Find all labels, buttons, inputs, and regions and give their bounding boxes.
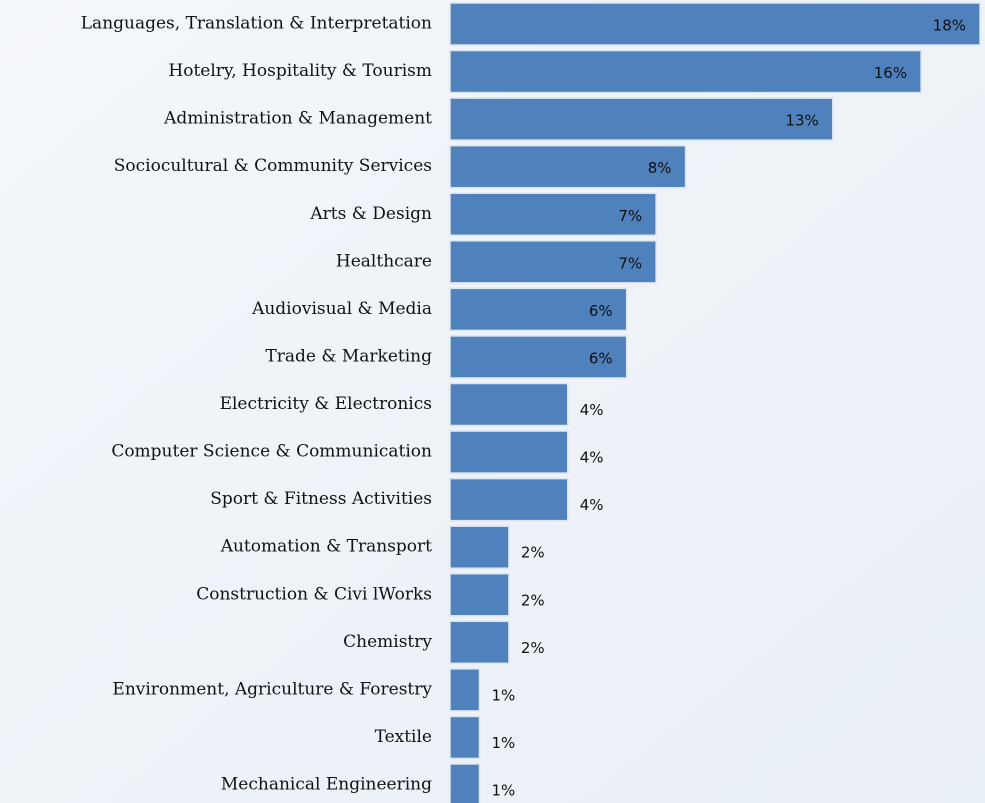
category-label: Chemistry — [343, 632, 432, 652]
category-label: Hotelry, Hospitality & Tourism — [168, 61, 432, 81]
bar — [449, 2, 981, 46]
category-label: Administration & Management — [163, 109, 432, 129]
bar — [449, 668, 481, 712]
bar — [449, 430, 569, 474]
bar — [449, 573, 510, 617]
bar — [449, 287, 628, 332]
bar — [449, 192, 657, 236]
category-label: Sociocultural & Community Services — [114, 156, 432, 176]
value-label: 2% — [521, 591, 545, 609]
value-label: 2% — [521, 544, 545, 562]
bar — [449, 97, 834, 141]
value-label: 8% — [648, 159, 672, 177]
value-label: 13% — [785, 112, 818, 130]
bar — [449, 715, 481, 760]
bar — [449, 620, 510, 665]
value-label: 4% — [580, 449, 604, 467]
bar — [449, 763, 481, 803]
category-label: Trade & Marketing — [265, 346, 432, 366]
value-label: 6% — [589, 349, 613, 367]
category-label: Languages, Translation & Interpretation — [81, 14, 432, 34]
value-label: 1% — [491, 734, 515, 752]
value-label: 1% — [491, 782, 515, 800]
bar — [449, 477, 569, 522]
value-label: 18% — [933, 17, 966, 35]
value-label: 7% — [618, 207, 642, 225]
value-label: 1% — [491, 686, 515, 704]
bar — [449, 144, 687, 189]
category-label: Automation & Transport — [220, 537, 432, 557]
category-label: Mechanical Engineering — [221, 775, 432, 795]
value-label: 2% — [521, 639, 545, 657]
bar — [449, 240, 657, 284]
category-label: Arts & Design — [309, 204, 432, 224]
category-label: Environment, Agriculture & Forestry — [112, 679, 432, 699]
category-label: Electricity & Electronics — [220, 394, 432, 414]
category-label: Audiovisual & Media — [251, 299, 432, 319]
value-label: 7% — [618, 254, 642, 272]
category-label: Healthcare — [336, 251, 432, 271]
category-label: Computer Science & Communication — [111, 442, 432, 462]
value-label: 4% — [580, 401, 604, 419]
bar — [449, 382, 569, 427]
category-label: Textile — [375, 727, 432, 747]
bar — [449, 49, 922, 94]
value-label: 4% — [580, 496, 604, 514]
category-label: Sport & Fitness Activities — [210, 489, 432, 509]
value-label: 16% — [874, 64, 907, 82]
bar — [449, 335, 628, 379]
category-label: Construction & Civi lWorks — [196, 584, 432, 604]
value-label: 6% — [589, 302, 613, 320]
bar — [449, 525, 510, 569]
